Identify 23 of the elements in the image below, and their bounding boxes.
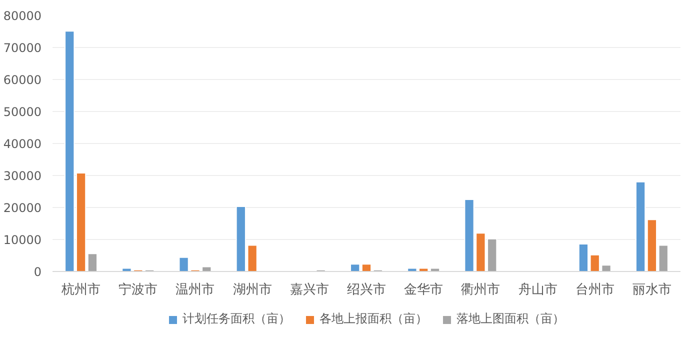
x-tick-label: 舟山市 <box>518 282 558 298</box>
y-tick-label: 30000 <box>3 169 42 183</box>
y-tick-label: 40000 <box>3 137 42 151</box>
x-tick-label: 杭州市 <box>60 282 101 298</box>
legend-label: 计划任务面积（亩） <box>182 310 290 328</box>
y-tick-label: 10000 <box>3 233 42 247</box>
y-tick-label: 80000 <box>3 9 42 23</box>
y-tick-label: 0 <box>34 265 42 279</box>
y-tick-label: 20000 <box>3 201 42 215</box>
y-tick-label: 60000 <box>3 73 42 87</box>
x-tick-label: 宁波市 <box>118 282 158 298</box>
legend-label: 落地上图面积（亩） <box>456 310 564 328</box>
y-tick-label: 70000 <box>3 41 42 55</box>
x-tick-label: 嘉兴市 <box>290 282 329 298</box>
x-tick-label: 金华市 <box>404 282 444 298</box>
x-tick-label: 丽水市 <box>632 282 672 298</box>
x-tick-label: 绍兴市 <box>347 282 386 298</box>
x-tick-label: 衢州市 <box>461 282 500 298</box>
legend-label: 各地上报面积（亩） <box>320 310 428 328</box>
x-tick-label: 台州市 <box>575 282 614 298</box>
x-tick-label: 温州市 <box>176 282 215 298</box>
y-tick-label: 50000 <box>3 105 42 119</box>
x-tick-label: 湖州市 <box>232 282 272 298</box>
